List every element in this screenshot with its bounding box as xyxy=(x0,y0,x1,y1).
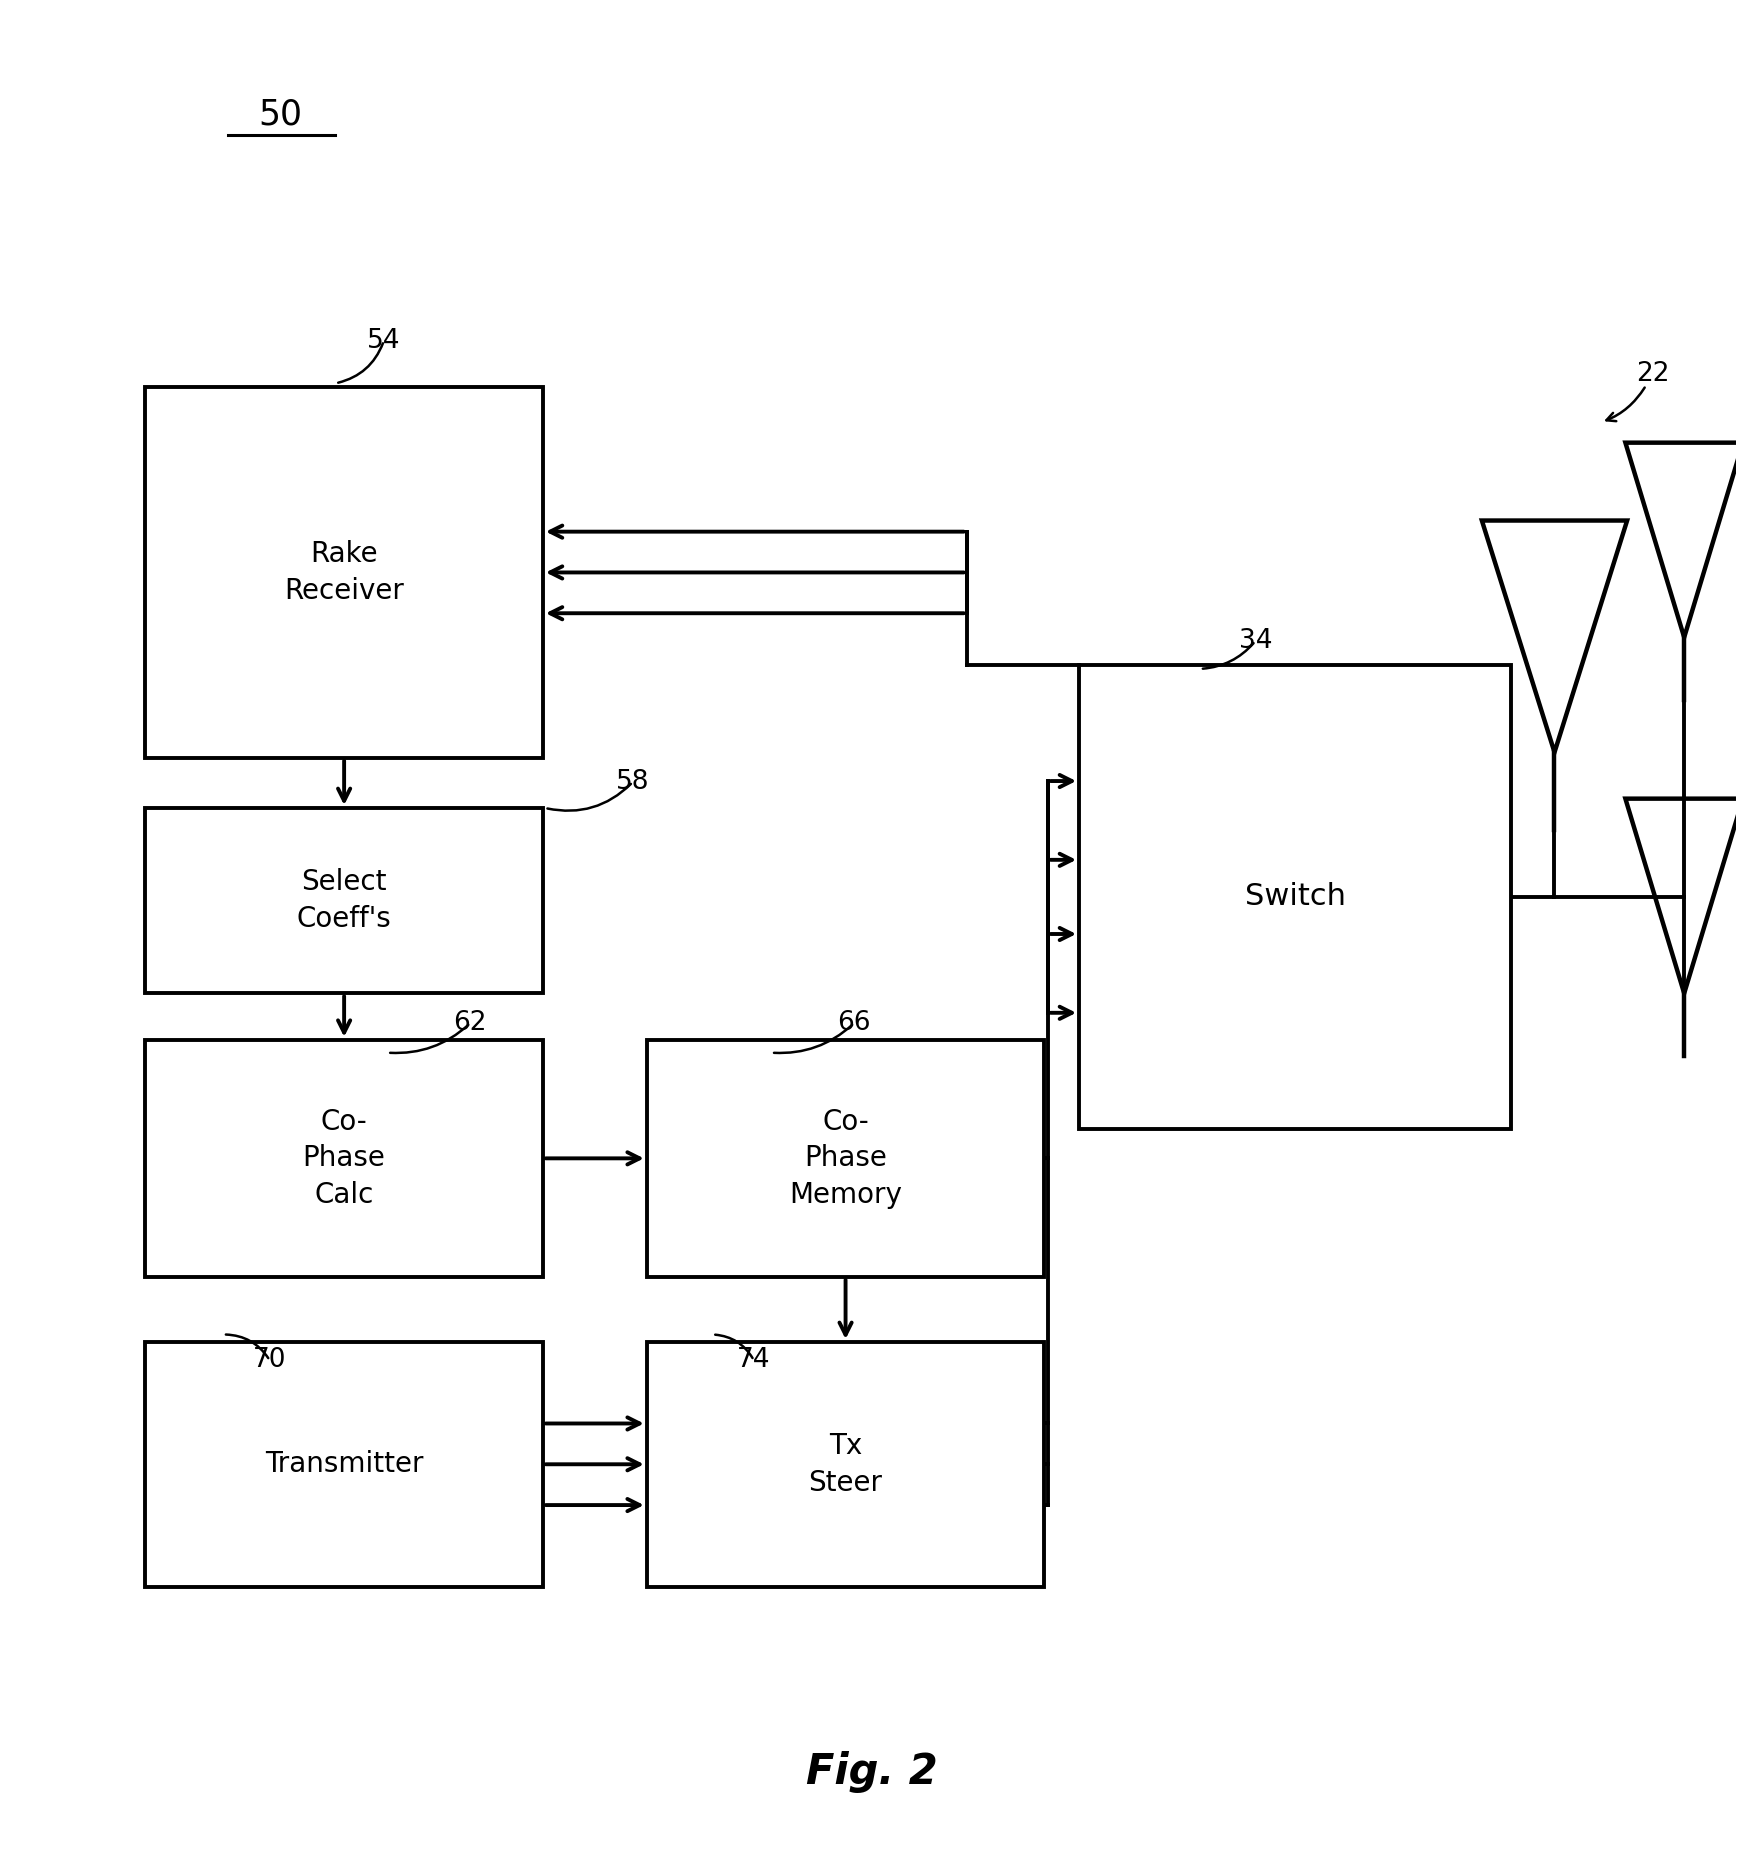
Text: 22: 22 xyxy=(1637,361,1670,387)
Text: Tx
Steer: Tx Steer xyxy=(809,1433,882,1496)
Text: 58: 58 xyxy=(615,770,650,796)
Bar xyxy=(647,1341,1044,1586)
Text: Fig. 2: Fig. 2 xyxy=(805,1750,938,1793)
Text: Rake
Receiver: Rake Receiver xyxy=(284,540,404,605)
Text: Select
Coeff's: Select Coeff's xyxy=(296,869,392,932)
Text: 54: 54 xyxy=(368,327,401,353)
Text: 62: 62 xyxy=(453,1011,486,1037)
Text: Transmitter: Transmitter xyxy=(265,1450,424,1478)
Bar xyxy=(1079,665,1511,1128)
Bar xyxy=(145,1040,544,1278)
Text: 50: 50 xyxy=(258,97,302,131)
Text: 34: 34 xyxy=(1239,628,1272,654)
Text: 74: 74 xyxy=(737,1347,770,1373)
Text: 66: 66 xyxy=(837,1011,872,1037)
Text: Co-
Phase
Memory: Co- Phase Memory xyxy=(790,1108,901,1209)
Text: 70: 70 xyxy=(253,1347,286,1373)
Text: Switch: Switch xyxy=(1245,882,1346,912)
Text: Co-
Phase
Calc: Co- Phase Calc xyxy=(303,1108,385,1209)
Bar xyxy=(145,809,544,994)
Bar xyxy=(145,387,544,758)
Bar xyxy=(145,1341,544,1586)
Bar xyxy=(647,1040,1044,1278)
